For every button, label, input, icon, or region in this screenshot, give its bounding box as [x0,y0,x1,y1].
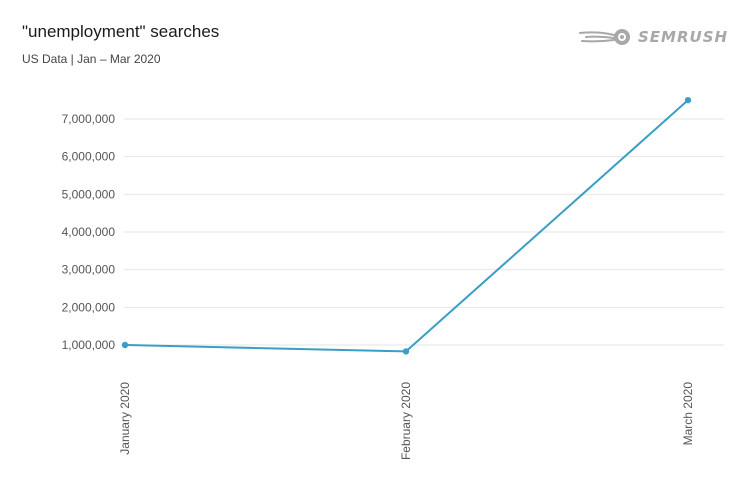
x-tick-label: January 2020 [118,382,132,455]
data-point [684,96,692,104]
semrush-fireball-icon [578,27,634,47]
y-tick-label: 3,000,000 [62,263,116,277]
semrush-wordmark: SEMRUSH [638,28,729,46]
chart-subtitle: US Data | Jan – Mar 2020 [22,52,161,66]
y-tick-label: 7,000,000 [62,112,116,126]
y-tick-label: 5,000,000 [62,187,116,201]
y-tick-label: 2,000,000 [62,300,116,314]
chart-title: "unemployment" searches [22,22,220,41]
data-point [121,341,129,349]
y-tick-label: 1,000,000 [62,338,116,352]
y-tick-label: 6,000,000 [62,150,116,164]
semrush-logo: SEMRUSH [578,24,728,50]
x-tick-label: March 2020 [681,382,695,446]
series-line [124,99,689,353]
x-tick-label: February 2020 [399,382,413,460]
y-tick-label: 4,000,000 [62,225,116,239]
data-point [402,348,410,355]
